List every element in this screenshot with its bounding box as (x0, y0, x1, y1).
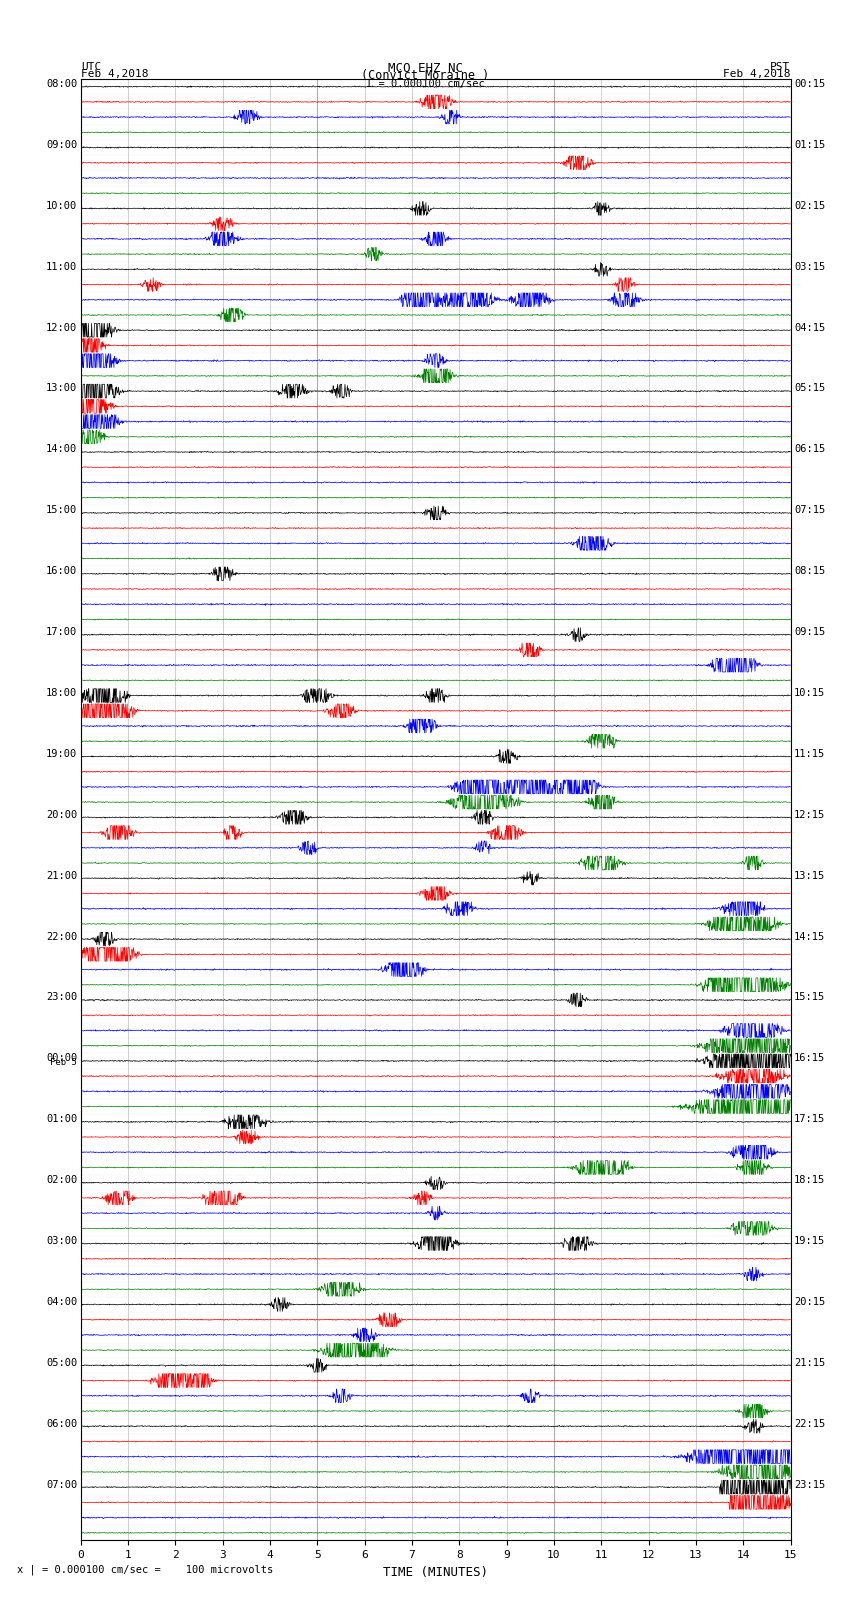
Text: 15:15: 15:15 (794, 992, 825, 1002)
Text: Feb 4,2018: Feb 4,2018 (723, 69, 791, 79)
Text: 19:15: 19:15 (794, 1236, 825, 1245)
Text: 07:00: 07:00 (46, 1479, 77, 1489)
Text: 23:00: 23:00 (46, 992, 77, 1002)
Text: 20:00: 20:00 (46, 810, 77, 819)
Text: (Convict Moraine ): (Convict Moraine ) (361, 69, 489, 82)
Text: 14:00: 14:00 (46, 444, 77, 455)
Text: 03:00: 03:00 (46, 1236, 77, 1245)
Text: 12:15: 12:15 (794, 810, 825, 819)
Text: 18:00: 18:00 (46, 687, 77, 698)
Text: 06:00: 06:00 (46, 1419, 77, 1429)
X-axis label: TIME (MINUTES): TIME (MINUTES) (383, 1566, 488, 1579)
Text: 17:15: 17:15 (794, 1115, 825, 1124)
Text: 06:15: 06:15 (794, 444, 825, 455)
Text: 11:15: 11:15 (794, 748, 825, 758)
Text: PST: PST (770, 61, 790, 71)
Text: 10:15: 10:15 (794, 687, 825, 698)
Text: 13:00: 13:00 (46, 384, 77, 394)
Text: 08:15: 08:15 (794, 566, 825, 576)
Text: MCO EHZ NC: MCO EHZ NC (388, 61, 462, 76)
Text: 15:00: 15:00 (46, 505, 77, 515)
Text: I = 0.000100 cm/sec: I = 0.000100 cm/sec (366, 79, 484, 89)
Text: 22:00: 22:00 (46, 931, 77, 942)
Text: 16:00: 16:00 (46, 566, 77, 576)
Text: x | = 0.000100 cm/sec =    100 microvolts: x | = 0.000100 cm/sec = 100 microvolts (17, 1565, 273, 1576)
Text: 02:00: 02:00 (46, 1174, 77, 1186)
Text: 18:15: 18:15 (794, 1174, 825, 1186)
Text: 04:15: 04:15 (794, 323, 825, 332)
Text: 04:00: 04:00 (46, 1297, 77, 1307)
Text: 09:00: 09:00 (46, 140, 77, 150)
Text: UTC: UTC (81, 61, 101, 71)
Text: 11:00: 11:00 (46, 261, 77, 271)
Text: 03:15: 03:15 (794, 261, 825, 271)
Text: 01:00: 01:00 (46, 1115, 77, 1124)
Text: 12:00: 12:00 (46, 323, 77, 332)
Text: 22:15: 22:15 (794, 1419, 825, 1429)
Text: 05:15: 05:15 (794, 384, 825, 394)
Text: 07:15: 07:15 (794, 505, 825, 515)
Text: 21:00: 21:00 (46, 871, 77, 881)
Text: 00:15: 00:15 (794, 79, 825, 89)
Text: 09:15: 09:15 (794, 627, 825, 637)
Text: 17:00: 17:00 (46, 627, 77, 637)
Text: 19:00: 19:00 (46, 748, 77, 758)
Text: 08:00: 08:00 (46, 79, 77, 89)
Text: 10:00: 10:00 (46, 200, 77, 211)
Text: 20:15: 20:15 (794, 1297, 825, 1307)
Text: 02:15: 02:15 (794, 200, 825, 211)
Text: 05:00: 05:00 (46, 1358, 77, 1368)
Text: 23:15: 23:15 (794, 1479, 825, 1489)
Text: 16:15: 16:15 (794, 1053, 825, 1063)
Text: 00:00: 00:00 (46, 1053, 77, 1063)
Text: 13:15: 13:15 (794, 871, 825, 881)
Text: 14:15: 14:15 (794, 931, 825, 942)
Text: Feb 5: Feb 5 (50, 1058, 77, 1066)
Text: 21:15: 21:15 (794, 1358, 825, 1368)
Text: 01:15: 01:15 (794, 140, 825, 150)
Text: Feb 4,2018: Feb 4,2018 (81, 69, 148, 79)
